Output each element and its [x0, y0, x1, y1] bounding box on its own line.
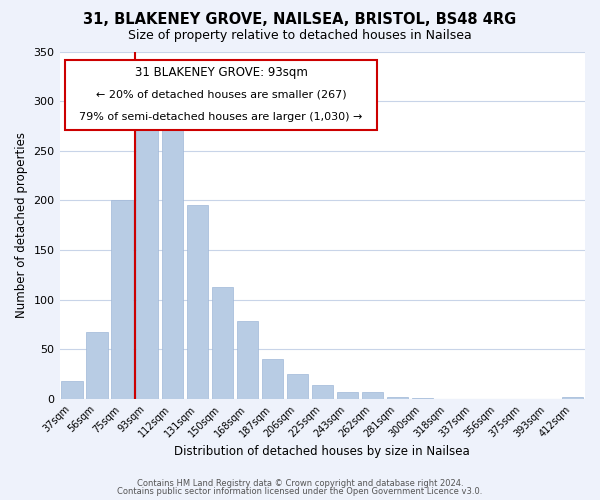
- X-axis label: Distribution of detached houses by size in Nailsea: Distribution of detached houses by size …: [175, 444, 470, 458]
- Text: 79% of semi-detached houses are larger (1,030) →: 79% of semi-detached houses are larger (…: [79, 112, 363, 122]
- Bar: [412, 398, 433, 399]
- Bar: [262, 360, 283, 399]
- Text: Contains public sector information licensed under the Open Government Licence v3: Contains public sector information licen…: [118, 487, 482, 496]
- Bar: [287, 374, 308, 399]
- Bar: [112, 200, 133, 399]
- Text: Contains HM Land Registry data © Crown copyright and database right 2024.: Contains HM Land Registry data © Crown c…: [137, 478, 463, 488]
- Bar: [337, 392, 358, 399]
- Bar: [311, 385, 333, 399]
- Text: Size of property relative to detached houses in Nailsea: Size of property relative to detached ho…: [128, 29, 472, 42]
- Bar: [161, 123, 183, 399]
- Bar: [562, 397, 583, 399]
- Bar: [212, 287, 233, 399]
- Text: 31 BLAKENEY GROVE: 93sqm: 31 BLAKENEY GROVE: 93sqm: [134, 66, 308, 79]
- Bar: [236, 320, 258, 399]
- FancyBboxPatch shape: [65, 60, 377, 130]
- Text: 31, BLAKENEY GROVE, NAILSEA, BRISTOL, BS48 4RG: 31, BLAKENEY GROVE, NAILSEA, BRISTOL, BS…: [83, 12, 517, 28]
- Y-axis label: Number of detached properties: Number of detached properties: [15, 132, 28, 318]
- Bar: [61, 381, 83, 399]
- Bar: [187, 206, 208, 399]
- Bar: [136, 123, 158, 399]
- Bar: [86, 332, 108, 399]
- Text: ← 20% of detached houses are smaller (267): ← 20% of detached houses are smaller (26…: [96, 90, 346, 100]
- Bar: [387, 397, 408, 399]
- Bar: [362, 392, 383, 399]
